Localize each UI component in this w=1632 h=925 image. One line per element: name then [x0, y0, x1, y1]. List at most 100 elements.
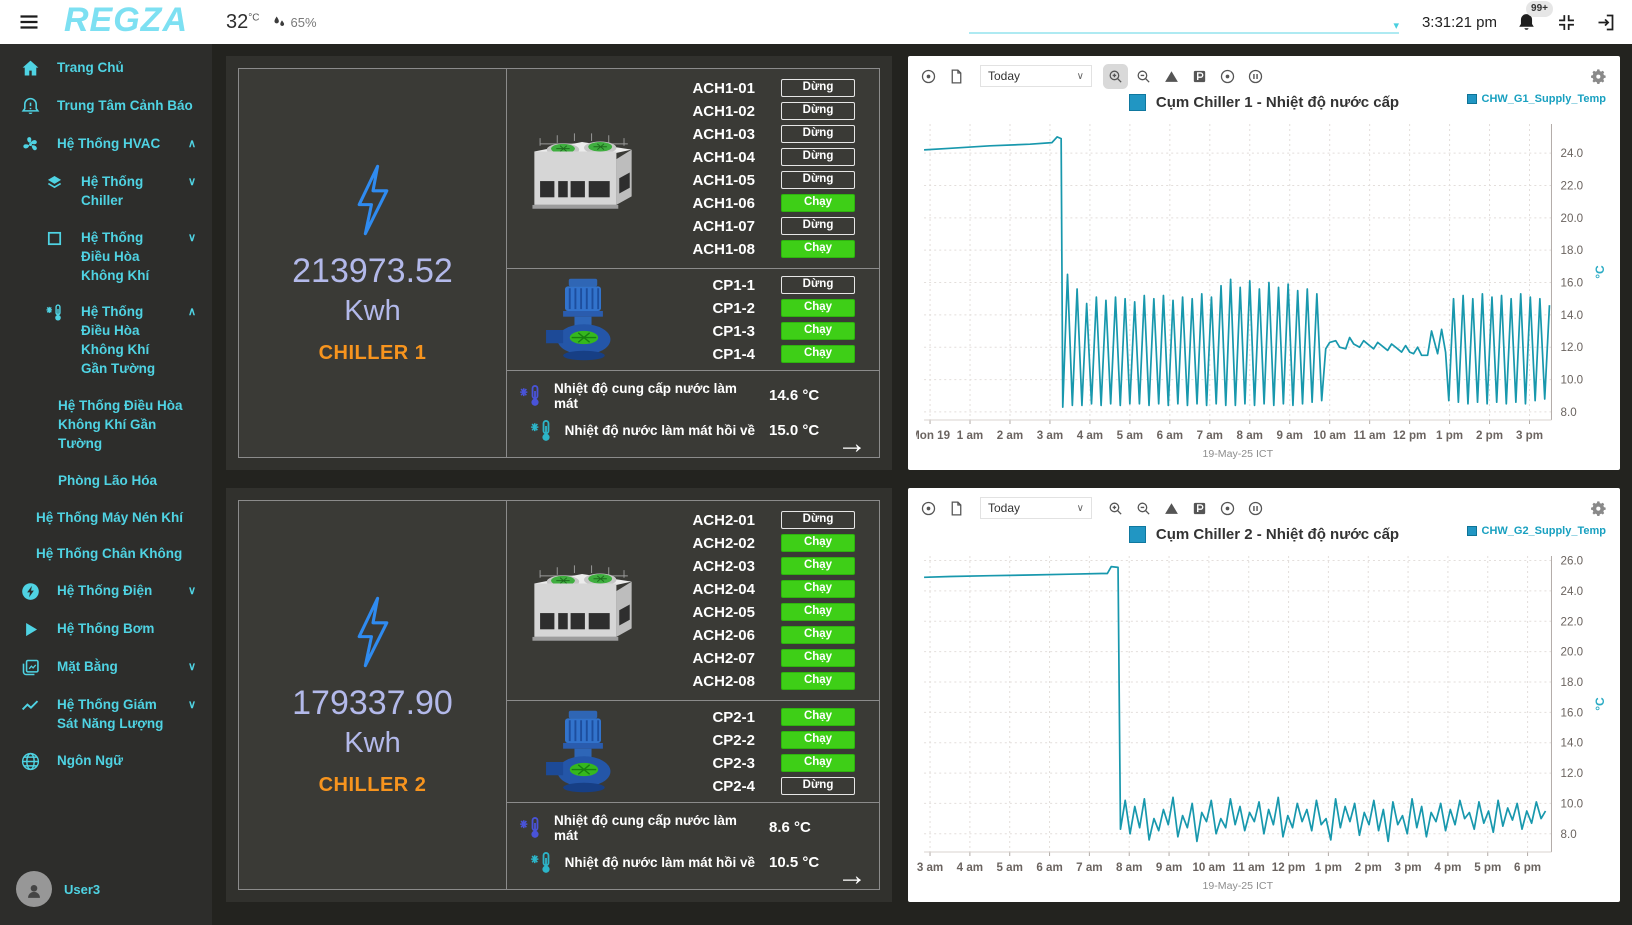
supply-temp-value: 14.6 °C — [769, 387, 820, 404]
svg-text:24.0: 24.0 — [1561, 148, 1584, 160]
export-page-icon[interactable] — [948, 500, 965, 517]
sidebar-item-he-thong-bom[interactable]: Hệ Thống Bơm — [0, 611, 212, 649]
status-button-ach1-05[interactable]: Dừng — [781, 171, 855, 189]
equipment-row: CP1-4 Chạy — [659, 345, 855, 363]
crosshair-icon[interactable] — [920, 500, 937, 517]
pause-icon[interactable] — [1247, 68, 1264, 85]
bolt-circle-icon — [20, 581, 41, 602]
chiller-2-card: 179337.90 Kwh CHILLER 2 ACH2-01 Dừng ACH2-… — [226, 488, 892, 902]
sidebar-item-he-thong-chiller[interactable]: Hệ Thống Chiller ∨ — [0, 164, 212, 220]
zoom-out-icon[interactable] — [1135, 68, 1152, 85]
topbar-dropdown[interactable]: ▾ — [969, 10, 1399, 34]
sidebar-item-he-thong-ieu-hoa-khong-khi-gan-tuong[interactable]: Hệ Thống Điều Hòa Không Khí Gần Tường ∧ — [0, 294, 212, 388]
sidebar-item-he-thong-ieu-hoa-khong-khi[interactable]: Hệ Thống Điều Hòa Không Khí ∨ — [0, 220, 212, 295]
status-button-ach2-01[interactable]: Dừng — [781, 511, 855, 529]
notification-bell-icon[interactable]: 99+ — [1515, 0, 1553, 34]
arrow-right-icon[interactable]: → — [837, 427, 867, 460]
zoom-out-icon[interactable] — [1135, 500, 1152, 517]
equipment-label: CP1-4 — [712, 345, 755, 363]
equipment-label: ACH2-07 — [692, 649, 755, 667]
status-button-ach1-08[interactable]: Chạy — [781, 240, 855, 258]
status-button-cp1-1[interactable]: Dừng — [781, 276, 855, 294]
status-button-ach2-05[interactable]: Chạy — [781, 603, 855, 621]
return-temp-label: Nhiệt độ nước làm mát hồi về — [564, 422, 755, 438]
status-button-ach1-06[interactable]: Chạy — [781, 194, 855, 212]
zoom-in-icon[interactable] — [1107, 67, 1124, 85]
sidebar-item-he-thong-hvac[interactable]: Hệ Thống HVAC ∧ — [0, 126, 212, 164]
range-select[interactable]: Today ∨ — [980, 65, 1092, 87]
svg-text:8 am: 8 am — [1237, 430, 1263, 442]
alarm-triangle-icon[interactable] — [1163, 68, 1180, 85]
outdoor-temperature: 32°C — [226, 10, 260, 33]
parameter-icon[interactable] — [1191, 68, 1208, 85]
pause-icon[interactable] — [1247, 500, 1264, 517]
svg-text:5 pm: 5 pm — [1474, 862, 1501, 874]
status-button-ach1-02[interactable]: Dừng — [781, 102, 855, 120]
chart-legend[interactable]: CHW_G1_Supply_Temp — [1466, 93, 1606, 105]
target-icon[interactable] — [1219, 68, 1236, 85]
status-button-cp1-4[interactable]: Chạy — [781, 345, 855, 363]
sidebar-item-ngon-ngu[interactable]: Ngôn Ngữ — [0, 743, 212, 781]
sidebar-item-he-thong-ien[interactable]: Hệ Thống Điện ∨ — [0, 573, 212, 611]
return-temp-row: Nhiệt độ nước làm mát hồi về 10.5 °C — [517, 849, 827, 876]
zoom-in-icon[interactable] — [1107, 500, 1124, 517]
crosshair-icon[interactable] — [920, 68, 937, 85]
range-select[interactable]: Today ∨ — [980, 497, 1092, 519]
alarm-triangle-icon[interactable] — [1163, 500, 1180, 517]
status-button-ach1-03[interactable]: Dừng — [781, 125, 855, 143]
return-thermometer-icon — [528, 849, 555, 876]
status-button-cp1-3[interactable]: Chạy — [781, 322, 855, 340]
status-button-ach1-07[interactable]: Dừng — [781, 217, 855, 235]
status-button-cp2-1[interactable]: Chạy — [781, 708, 855, 726]
chart-title: Cụm Chiller 2 - Nhiệt độ nước cấp — [1155, 525, 1400, 543]
sidebar-item-phong-lao-hoa[interactable]: Phòng Lão Hóa — [0, 463, 212, 500]
parameter-icon[interactable] — [1191, 500, 1208, 517]
svg-text:°C: °C — [1593, 265, 1607, 279]
status-button-ach2-08[interactable]: Chạy — [781, 672, 855, 690]
sidebar-item-he-thong-ieu-hoa-khong-khi-gan-tuong[interactable]: Hệ Thống Điều Hòa Không Khí Gần Tường — [0, 388, 212, 463]
logout-icon[interactable] — [1595, 12, 1616, 33]
svg-text:19-May-25 ICT: 19-May-25 ICT — [1203, 880, 1274, 892]
sidebar-item-mat-bang[interactable]: Mặt Bằng ∨ — [0, 649, 212, 687]
status-button-ach2-07[interactable]: Chạy — [781, 649, 855, 667]
sidebar-item-he-thong-chan-khong[interactable]: Hệ Thống Chân Không — [0, 536, 212, 573]
chart-plot[interactable]: 3 am 4 am 5 am 6 am 7 am 8 am 9 am 10 am 11 am 12… — [916, 546, 1612, 896]
svg-text:10 am: 10 am — [1192, 862, 1225, 874]
status-button-cp2-2[interactable]: Chạy — [781, 731, 855, 749]
settings-gear-icon[interactable] — [1589, 67, 1608, 86]
svg-text:4 pm: 4 pm — [1434, 862, 1461, 874]
avatar — [16, 871, 52, 907]
chart-plot[interactable]: Mon 19 1 am 2 am 3 am 4 am 5 am 6 am 7 am 8 am 9 … — [916, 114, 1612, 464]
status-button-ach1-04[interactable]: Dừng — [781, 148, 855, 166]
status-button-ach2-06[interactable]: Chạy — [781, 626, 855, 644]
svg-text:22.0: 22.0 — [1561, 181, 1584, 193]
svg-text:8 am: 8 am — [1116, 862, 1142, 874]
status-button-cp2-3[interactable]: Chạy — [781, 754, 855, 772]
target-icon[interactable] — [1219, 500, 1236, 517]
arrow-right-icon[interactable]: → — [837, 859, 867, 892]
sidebar-item-trang-chu[interactable]: Trang Chủ — [0, 50, 212, 88]
chart-legend[interactable]: CHW_G2_Supply_Temp — [1466, 525, 1606, 537]
chevron-down-icon: ∨ — [187, 661, 196, 674]
equipment-row: ACH2-04 Chạy — [659, 580, 855, 598]
sidebar-item-he-thong-giam-sat-nang-luong[interactable]: Hệ Thống Giám Sát Năng Lượng ∨ — [0, 687, 212, 743]
svg-text:16.0: 16.0 — [1561, 707, 1584, 719]
fullscreen-toggle-icon[interactable] — [1556, 12, 1577, 33]
status-button-cp2-4[interactable]: Dừng — [781, 777, 855, 795]
status-button-cp1-2[interactable]: Chạy — [781, 299, 855, 317]
equipment-row: CP2-3 Chạy — [659, 754, 855, 772]
status-button-ach2-04[interactable]: Chạy — [781, 580, 855, 598]
equipment-label: ACH1-06 — [692, 194, 755, 212]
sidebar-item-trung-tam-canh-bao[interactable]: Trung Tâm Cảnh Báo — [0, 88, 212, 126]
svg-text:24.0: 24.0 — [1561, 586, 1584, 598]
export-page-icon[interactable] — [948, 68, 965, 85]
temperature-section: Nhiệt độ cung cấp nước làm mát 8.6 °C Nh… — [507, 803, 879, 892]
svg-text:4 am: 4 am — [957, 862, 983, 874]
status-button-ach2-03[interactable]: Chạy — [781, 557, 855, 575]
status-button-ach2-02[interactable]: Chạy — [781, 534, 855, 552]
sidebar-item-he-thong-may-nen-khi[interactable]: Hệ Thống Máy Nén Khí — [0, 500, 212, 537]
user-menu[interactable]: User3 — [0, 857, 212, 925]
hamburger-menu-icon[interactable] — [16, 10, 42, 34]
status-button-ach1-01[interactable]: Dừng — [781, 79, 855, 97]
settings-gear-icon[interactable] — [1589, 499, 1608, 518]
